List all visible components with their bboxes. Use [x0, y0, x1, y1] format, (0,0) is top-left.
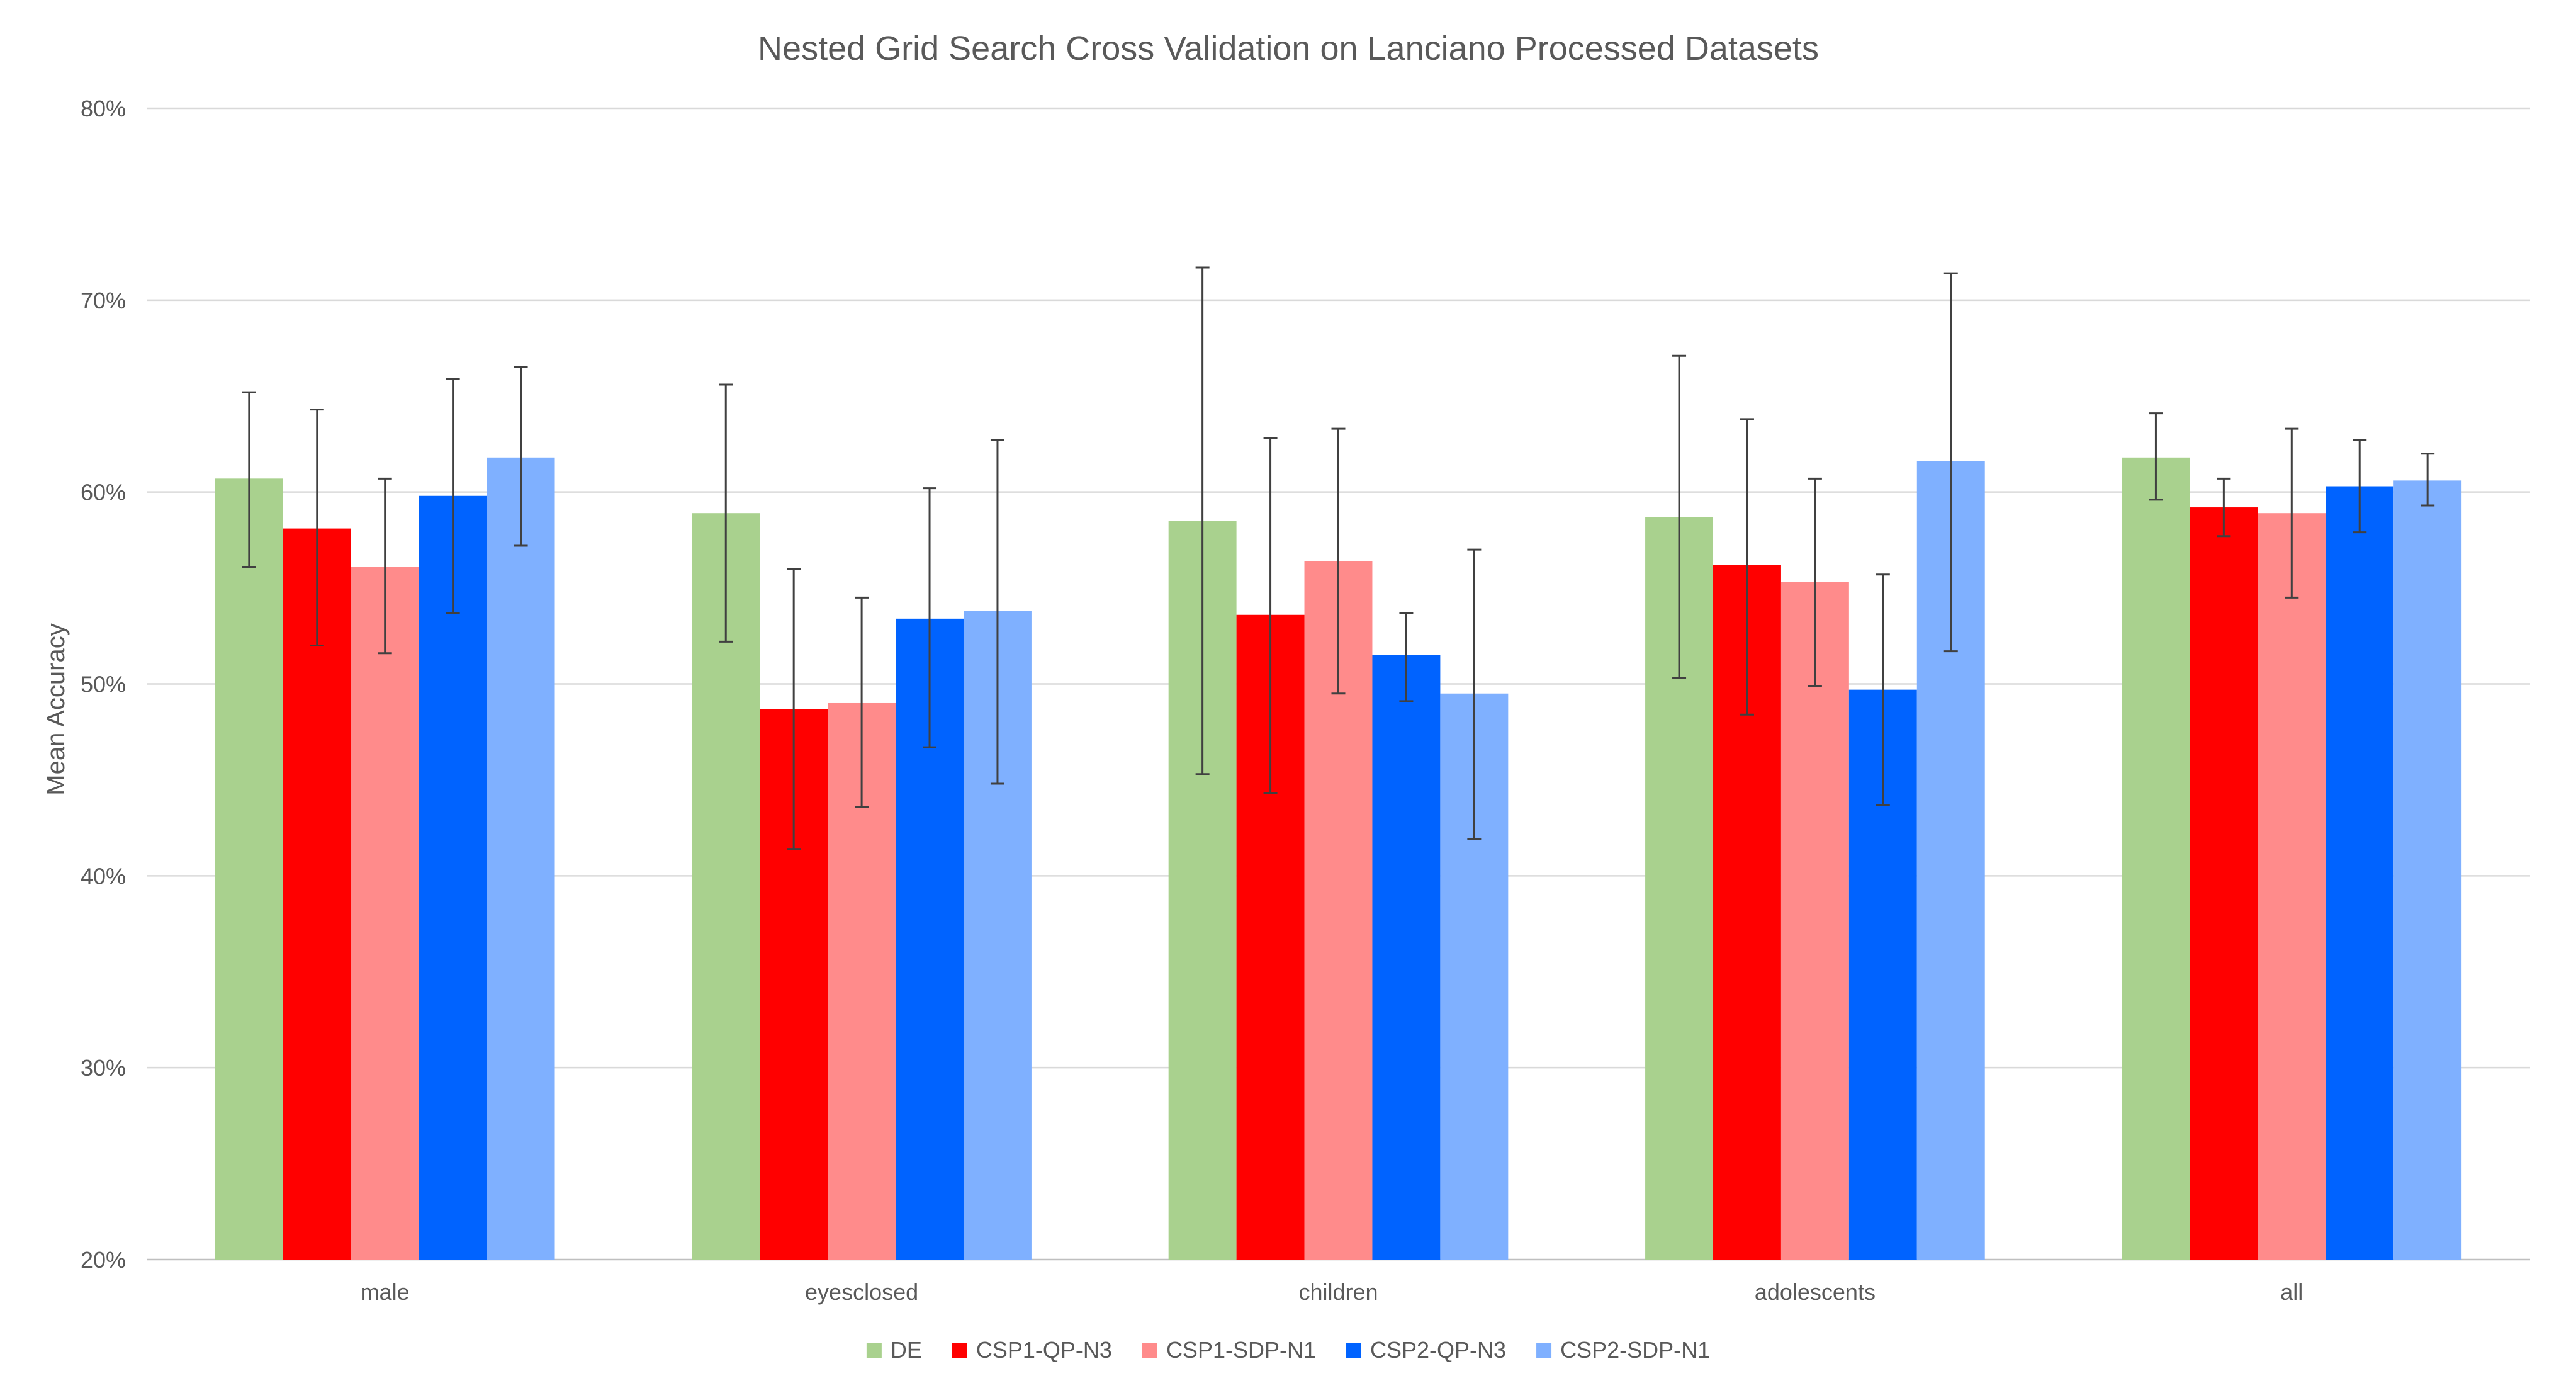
bar-csp2-sdp-n1-all: [2393, 480, 2462, 1260]
error-bar-csp1-sdp-n1-male: [378, 477, 392, 655]
x-tick-label: children: [1298, 1279, 1378, 1305]
legend-swatch-csp2-qp-n3: [1346, 1343, 1362, 1358]
error-bar-csp2-sdp-n1-all: [2421, 453, 2435, 507]
error-bar-csp2-sdp-n1-eyesclosed: [990, 439, 1004, 785]
legend-label: CSP2-QP-N3: [1370, 1337, 1506, 1363]
chart-title: Nested Grid Search Cross Validation on L…: [758, 30, 1819, 67]
error-bar-csp1-sdp-n1-adolescents: [1808, 477, 1822, 687]
error-bar-csp2-sdp-n1-adolescents: [1943, 272, 1958, 653]
error-bar-csp1-qp-n3-male: [310, 409, 324, 647]
bar-csp1-qp-n3-all: [2190, 507, 2258, 1260]
legend-swatch-csp2-sdp-n1: [1536, 1343, 1552, 1358]
x-tick-label: adolescents: [1755, 1279, 1876, 1305]
error-bar-csp1-sdp-n1-all: [2285, 427, 2299, 599]
y-axis-label: Mean Accuracy: [42, 623, 70, 795]
error-bar-de-male: [242, 391, 256, 568]
error-bar-de-adolescents: [1672, 354, 1687, 679]
error-bar-csp1-qp-n3-all: [2217, 477, 2231, 538]
bar-csp2-qp-n3-all: [2326, 486, 2394, 1260]
error-bar-csp2-qp-n3-all: [2353, 439, 2367, 534]
error-bar-csp1-sdp-n1-eyesclosed: [855, 596, 869, 808]
y-tick-label: 70%: [81, 288, 126, 313]
error-bar-csp2-sdp-n1-children: [1467, 548, 1482, 840]
error-bar-csp2-qp-n3-children: [1399, 612, 1414, 702]
bar-csp1-sdp-n1-all: [2258, 513, 2326, 1260]
error-bar-csp2-qp-n3-adolescents: [1876, 573, 1890, 806]
y-tick-label: 20%: [81, 1247, 126, 1273]
bar-csp1-sdp-n1-male: [351, 567, 419, 1260]
bar-de-all: [2122, 457, 2190, 1260]
y-tick-label: 40%: [81, 863, 126, 889]
error-bar-csp2-qp-n3-eyesclosed: [923, 487, 937, 748]
y-tick-label: 50%: [81, 672, 126, 697]
bar-de-male: [215, 478, 283, 1260]
bar-csp2-qp-n3-male: [419, 495, 487, 1260]
legend-swatch-csp1-sdp-n1: [1142, 1343, 1157, 1358]
legend-swatch-de: [866, 1343, 882, 1358]
error-bar-csp2-qp-n3-male: [446, 378, 460, 614]
bar-csp2-sdp-n1-male: [487, 457, 555, 1260]
error-bar-de-all: [2149, 412, 2163, 501]
error-bar-de-children: [1195, 266, 1210, 775]
error-bar-csp2-sdp-n1-male: [514, 366, 528, 547]
y-tick-label: 80%: [81, 96, 126, 121]
legend-swatch-csp1-qp-n3: [952, 1343, 967, 1358]
legend: DE CSP1-QP-N3 CSP1-SDP-N1 CSP2-QP-N3 CSP2-SD…: [866, 1337, 1710, 1363]
bar-csp2-qp-n3-children: [1372, 655, 1441, 1260]
x-tick-label: eyesclosed: [805, 1279, 918, 1305]
legend-label: CSP1-SDP-N1: [1166, 1337, 1316, 1363]
error-bar-csp1-qp-n3-children: [1263, 437, 1278, 794]
x-axis-ticks: male eyesclosed children adolescents all: [361, 1279, 2303, 1305]
error-bar-de-eyesclosed: [719, 383, 733, 643]
x-tick-label: all: [2280, 1279, 2303, 1305]
bar-csp1-qp-n3-male: [283, 528, 351, 1260]
legend-label: DE: [891, 1337, 922, 1363]
y-axis-ticks: 20% 30% 40% 50% 60% 70% 80%: [81, 96, 126, 1273]
bars: [215, 457, 2462, 1260]
error-bar-csp1-qp-n3-adolescents: [1740, 418, 1754, 716]
error-bar-csp1-qp-n3-eyesclosed: [787, 568, 801, 850]
legend-label: CSP1-QP-N3: [976, 1337, 1112, 1363]
error-bars: [242, 266, 2435, 850]
y-tick-label: 60%: [81, 480, 126, 505]
error-bar-csp1-sdp-n1-children: [1331, 427, 1346, 695]
bar-csp1-sdp-n1-adolescents: [1780, 582, 1849, 1260]
legend-label: CSP2-SDP-N1: [1560, 1337, 1710, 1363]
x-tick-label: male: [361, 1279, 410, 1305]
y-tick-label: 30%: [81, 1055, 126, 1081]
